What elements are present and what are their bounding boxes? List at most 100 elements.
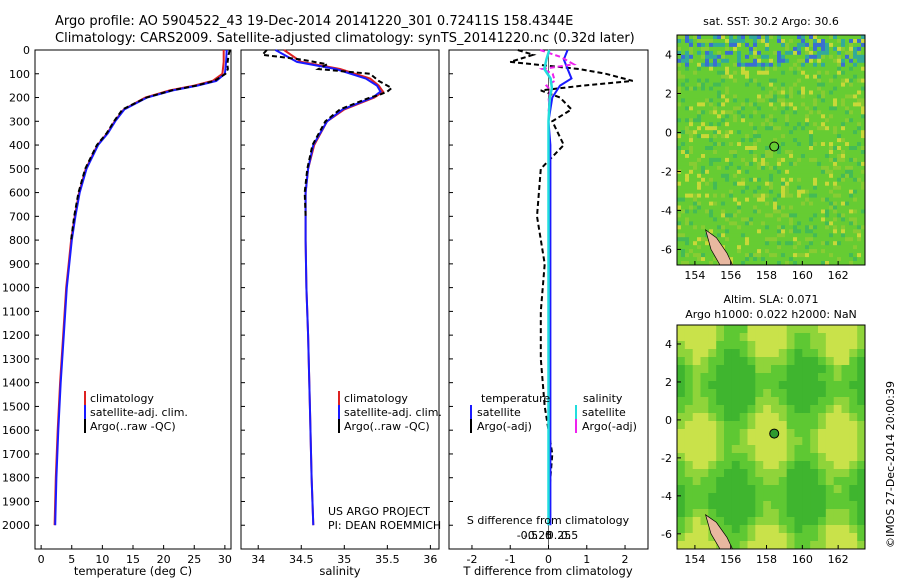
map-cell [829, 257, 834, 262]
map-cell [817, 150, 822, 155]
map-cell [793, 66, 798, 72]
map-cell [813, 157, 818, 163]
map-cell [677, 437, 686, 446]
map-cell [797, 257, 802, 262]
map-cell [693, 134, 698, 139]
map-cell [692, 541, 701, 550]
map-cell [793, 253, 798, 258]
map-cell [777, 70, 782, 76]
map-cell [753, 62, 758, 68]
map-cell [849, 349, 858, 358]
map-cell [689, 62, 694, 68]
map-cell [708, 493, 717, 502]
map-cell [701, 35, 706, 40]
map-cell [708, 349, 717, 358]
map-cell [849, 62, 854, 68]
map-cell [805, 233, 810, 238]
map-cell [797, 173, 802, 179]
map-cell [677, 501, 686, 510]
map-cell [741, 173, 746, 179]
map-cell [861, 157, 866, 163]
map-cell [697, 189, 702, 195]
map-cell [717, 197, 722, 202]
map-cell [810, 405, 819, 414]
map-cell [857, 126, 862, 131]
map-cell [677, 142, 682, 147]
map-cell [825, 205, 830, 210]
map-cell [789, 94, 794, 99]
map-cell [777, 58, 782, 64]
map-cell [681, 42, 686, 48]
map-cell [753, 209, 758, 214]
map-cell [745, 169, 750, 175]
map-cell [813, 217, 818, 222]
map-cell [789, 50, 794, 56]
map-cell [684, 477, 693, 486]
map-cell [741, 193, 746, 198]
map-cell [697, 70, 702, 76]
map-cell [745, 241, 750, 246]
map-cell [693, 86, 698, 91]
map-cell [763, 389, 772, 398]
map-cell [677, 257, 682, 262]
map-cell [725, 173, 730, 179]
map-cell [747, 509, 756, 518]
map-cell [697, 237, 702, 242]
map-cell [677, 122, 682, 127]
map-cell [849, 333, 858, 342]
map-cell [777, 241, 782, 246]
map-cell [802, 485, 811, 494]
map-cell [705, 118, 710, 123]
map-cell [778, 493, 787, 502]
map-cell [818, 357, 827, 366]
map-cell [716, 357, 725, 366]
map-cell [861, 46, 866, 52]
map-cell [789, 86, 794, 91]
map-cell [805, 229, 810, 234]
map-cell [797, 54, 802, 60]
map-cell [713, 50, 718, 56]
difference-series [509, 49, 633, 549]
map-cell [745, 161, 750, 167]
map-cell [833, 98, 838, 103]
map-cell [781, 213, 786, 218]
map-cell [729, 74, 734, 80]
map-cell [705, 78, 710, 83]
map-cell [821, 185, 826, 191]
map-cell [789, 142, 794, 147]
map-cell [749, 181, 754, 187]
map-cell [777, 253, 782, 258]
map-cell [769, 39, 774, 44]
map-cell [739, 349, 748, 358]
map-cell [821, 229, 826, 234]
map-cell [701, 110, 706, 115]
map-cell [716, 341, 725, 350]
map-cell [749, 177, 754, 183]
map-cell [849, 42, 854, 48]
map-cell [813, 74, 818, 80]
map-cell [781, 229, 786, 234]
map-cell [761, 253, 766, 258]
map-cell [781, 118, 786, 123]
map-cell [861, 213, 866, 218]
map-cell [797, 201, 802, 206]
map-cell [805, 154, 810, 159]
map-cell [769, 201, 774, 206]
map-cell [739, 445, 748, 454]
map-cell [725, 233, 730, 238]
map-cell [793, 86, 798, 91]
map-cell [777, 165, 782, 171]
map-cell [857, 94, 862, 99]
map-cell [685, 114, 690, 119]
map-cell [849, 325, 858, 334]
map-cell [793, 122, 798, 127]
map-cell [809, 138, 814, 143]
map-cell [729, 181, 734, 187]
map-cell [773, 39, 778, 44]
map-cell [765, 146, 770, 151]
map-cell [778, 469, 787, 478]
map-cell [757, 205, 762, 210]
map-cell [837, 106, 842, 111]
map-cell [801, 66, 806, 72]
map-cell [797, 70, 802, 76]
